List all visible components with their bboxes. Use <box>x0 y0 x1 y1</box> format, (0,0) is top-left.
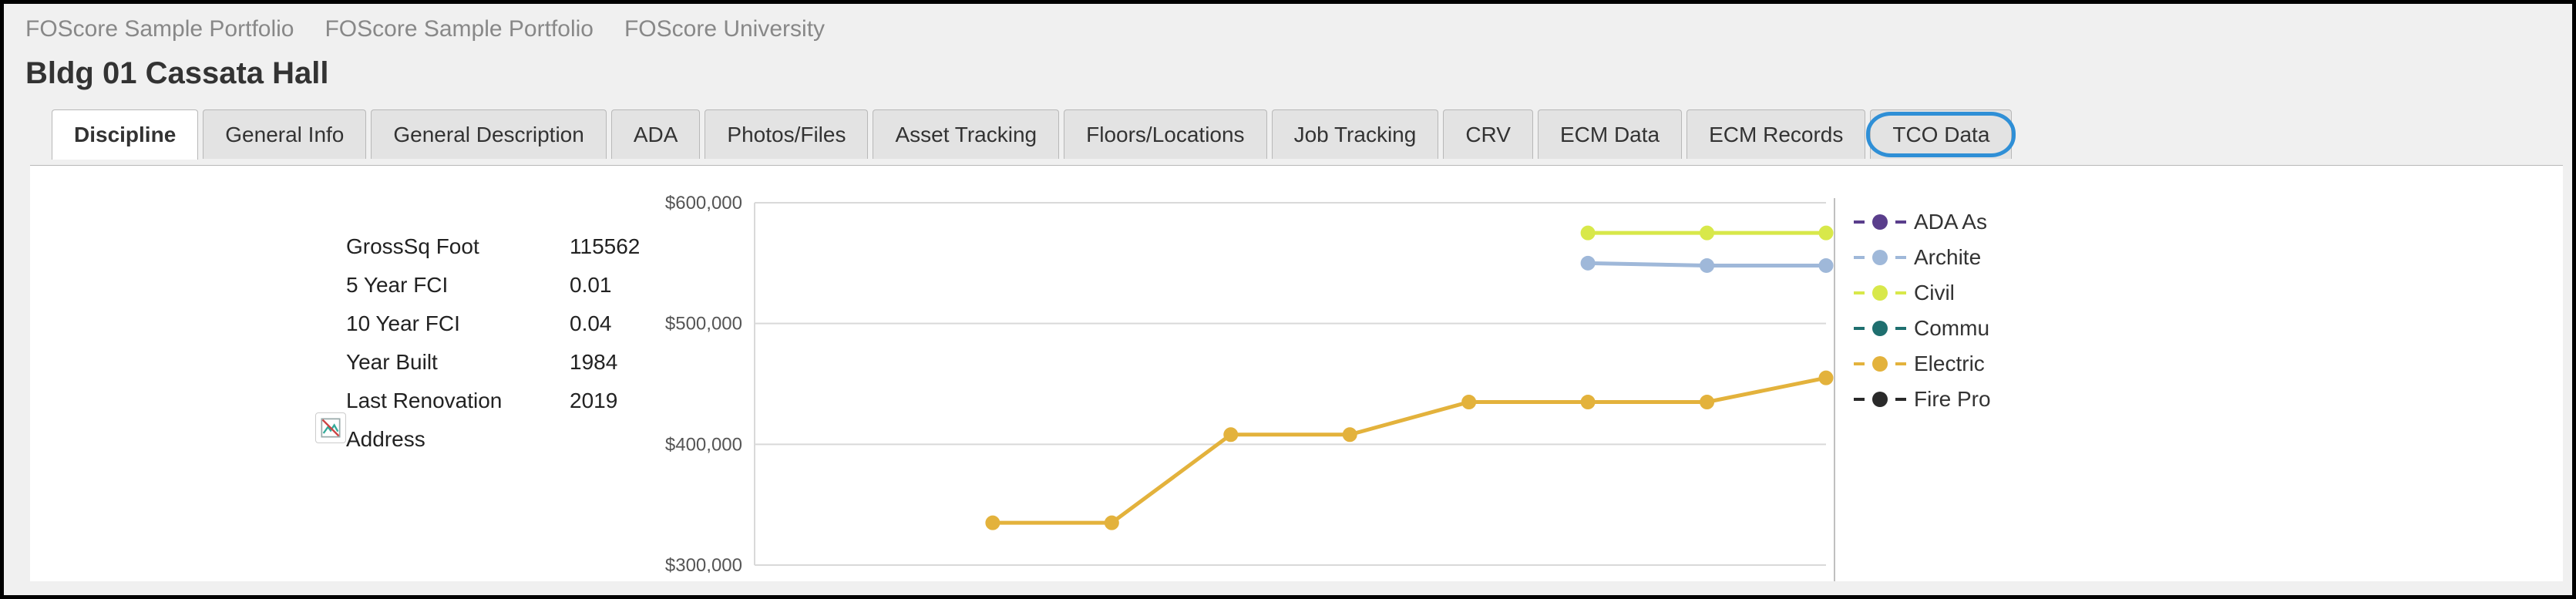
broken-image-icon <box>320 417 341 439</box>
tab-job-tracking[interactable]: Job Tracking <box>1272 109 1439 159</box>
series-marker-electrical <box>1700 395 1714 409</box>
tab-floors-locations[interactable]: Floors/Locations <box>1064 109 1266 159</box>
legend-line-icon <box>1895 327 1906 330</box>
legend-item: ADA As <box>1854 204 2563 240</box>
legend-line-icon <box>1854 220 1865 224</box>
building-info-table: GrossSq Foot1155625 Year FCI0.0110 Year … <box>346 227 678 459</box>
info-row: Year Built1984 <box>346 343 678 382</box>
tab-ada[interactable]: ADA <box>611 109 701 159</box>
legend-label: Electric <box>1914 346 1985 382</box>
tab-asset-tracking[interactable]: Asset Tracking <box>873 109 1059 159</box>
legend-line-icon <box>1895 362 1906 365</box>
legend-label: ADA As <box>1914 204 1987 240</box>
series-marker-electrical <box>1462 395 1476 409</box>
tab-discipline[interactable]: Discipline <box>52 109 198 160</box>
info-label: Year Built <box>346 343 570 382</box>
breadcrumb-item[interactable]: FOScore Sample Portfolio <box>25 16 294 42</box>
series-marker-electrical <box>1819 371 1833 385</box>
header-area: FOScore Sample Portfolio FOScore Sample … <box>4 4 2572 165</box>
legend-swatch-icon <box>1872 214 1888 230</box>
series-marker-architectural <box>1700 258 1714 272</box>
building-info-panel: GrossSq Foot1155625 Year FCI0.0110 Year … <box>30 166 631 581</box>
legend-item: Commu <box>1854 311 2563 346</box>
legend-line-icon <box>1854 327 1865 330</box>
legend-item: Electric <box>1854 346 2563 382</box>
info-label: Last Renovation <box>346 382 570 420</box>
legend-label: Civil <box>1914 275 1955 311</box>
tabs-row: DisciplineGeneral InfoGeneral Descriptio… <box>25 109 2551 159</box>
chart-svg: $600,000 $500,000 $400,000 $300,000 <box>631 187 1834 573</box>
tab-photos-files[interactable]: Photos/Files <box>705 109 868 159</box>
legend-label: Archite <box>1914 240 1981 275</box>
legend-line-icon <box>1854 256 1865 259</box>
tab-general-info[interactable]: General Info <box>203 109 366 159</box>
series-marker-architectural <box>1819 258 1833 272</box>
legend-swatch-icon <box>1872 392 1888 407</box>
y-tick-label: $300,000 <box>665 555 742 573</box>
page-title: Bldg 01 Cassata Hall <box>25 56 2551 91</box>
series-marker-civil <box>1819 226 1833 240</box>
tab-ecm-records[interactable]: ECM Records <box>1687 109 1865 159</box>
legend-swatch-icon <box>1872 285 1888 301</box>
legend-item: Archite <box>1854 240 2563 275</box>
y-tick-label: $600,000 <box>665 193 742 214</box>
series-marker-civil <box>1581 226 1595 240</box>
series-marker-civil <box>1700 226 1714 240</box>
tab-ecm-data[interactable]: ECM Data <box>1538 109 1682 159</box>
tab-general-description[interactable]: General Description <box>371 109 606 159</box>
breadcrumb: FOScore Sample Portfolio FOScore Sample … <box>25 16 2551 42</box>
legend-item: Civil <box>1854 275 2563 311</box>
info-row: Address <box>346 420 678 459</box>
info-label: GrossSq Foot <box>346 227 570 266</box>
breadcrumb-item[interactable]: FOScore University <box>624 16 825 42</box>
series-marker-architectural <box>1581 256 1595 270</box>
series-marker-electrical <box>1581 395 1595 409</box>
tab-tco-data[interactable]: TCO Data <box>1870 109 2012 159</box>
legend-line-icon <box>1895 398 1906 401</box>
info-row: 5 Year FCI0.01 <box>346 266 678 305</box>
legend-line-icon <box>1854 362 1865 365</box>
info-row: 10 Year FCI0.04 <box>346 305 678 343</box>
legend-line-icon <box>1895 256 1906 259</box>
legend-swatch-icon <box>1872 250 1888 265</box>
info-label: 10 Year FCI <box>346 305 570 343</box>
info-label: 5 Year FCI <box>346 266 570 305</box>
series-marker-electrical <box>1224 428 1238 442</box>
y-tick-label: $500,000 <box>665 314 742 335</box>
breadcrumb-item[interactable]: FOScore Sample Portfolio <box>325 16 593 42</box>
legend-line-icon <box>1854 398 1865 401</box>
info-row: GrossSq Foot115562 <box>346 227 678 266</box>
app-frame: FOScore Sample Portfolio FOScore Sample … <box>0 0 2576 599</box>
legend-label: Commu <box>1914 311 1989 346</box>
info-label: Address <box>346 420 570 459</box>
info-row: Last Renovation2019 <box>346 382 678 420</box>
series-marker-electrical <box>1105 516 1118 530</box>
legend-line-icon <box>1895 291 1906 294</box>
legend-item: Fire Pro <box>1854 382 2563 417</box>
y-tick-label: $400,000 <box>665 434 742 455</box>
legend-line-icon <box>1895 220 1906 224</box>
series-marker-electrical <box>1343 428 1357 442</box>
tab-crv[interactable]: CRV <box>1443 109 1533 159</box>
legend-swatch-icon <box>1872 321 1888 336</box>
building-image-placeholder <box>315 412 346 443</box>
chart-legend: ADA AsArchiteCivilCommuElectricFire Pro <box>1834 198 2563 581</box>
legend-line-icon <box>1854 291 1865 294</box>
series-marker-electrical <box>986 516 1000 530</box>
cost-chart: $600,000 $500,000 $400,000 $300,000 <box>631 166 1834 581</box>
legend-label: Fire Pro <box>1914 382 1991 417</box>
content-area: GrossSq Foot1155625 Year FCI0.0110 Year … <box>30 165 2563 581</box>
legend-swatch-icon <box>1872 356 1888 372</box>
